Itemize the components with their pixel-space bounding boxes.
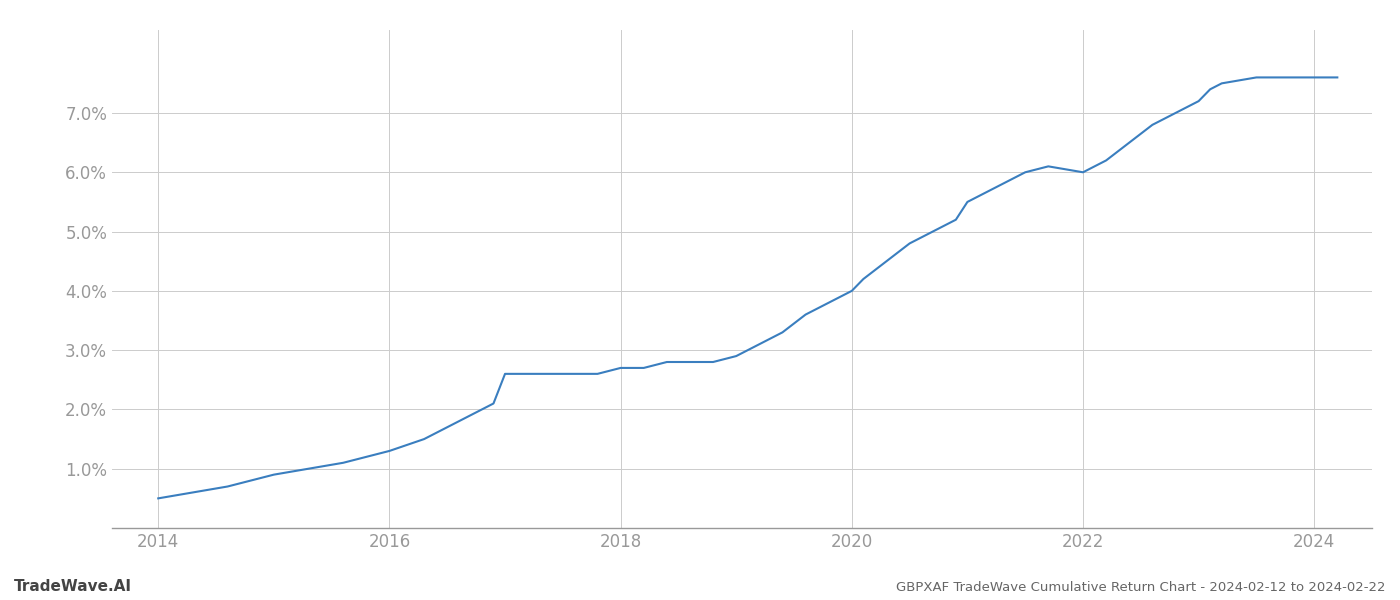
Text: TradeWave.AI: TradeWave.AI bbox=[14, 579, 132, 594]
Text: GBPXAF TradeWave Cumulative Return Chart - 2024-02-12 to 2024-02-22: GBPXAF TradeWave Cumulative Return Chart… bbox=[896, 581, 1386, 594]
